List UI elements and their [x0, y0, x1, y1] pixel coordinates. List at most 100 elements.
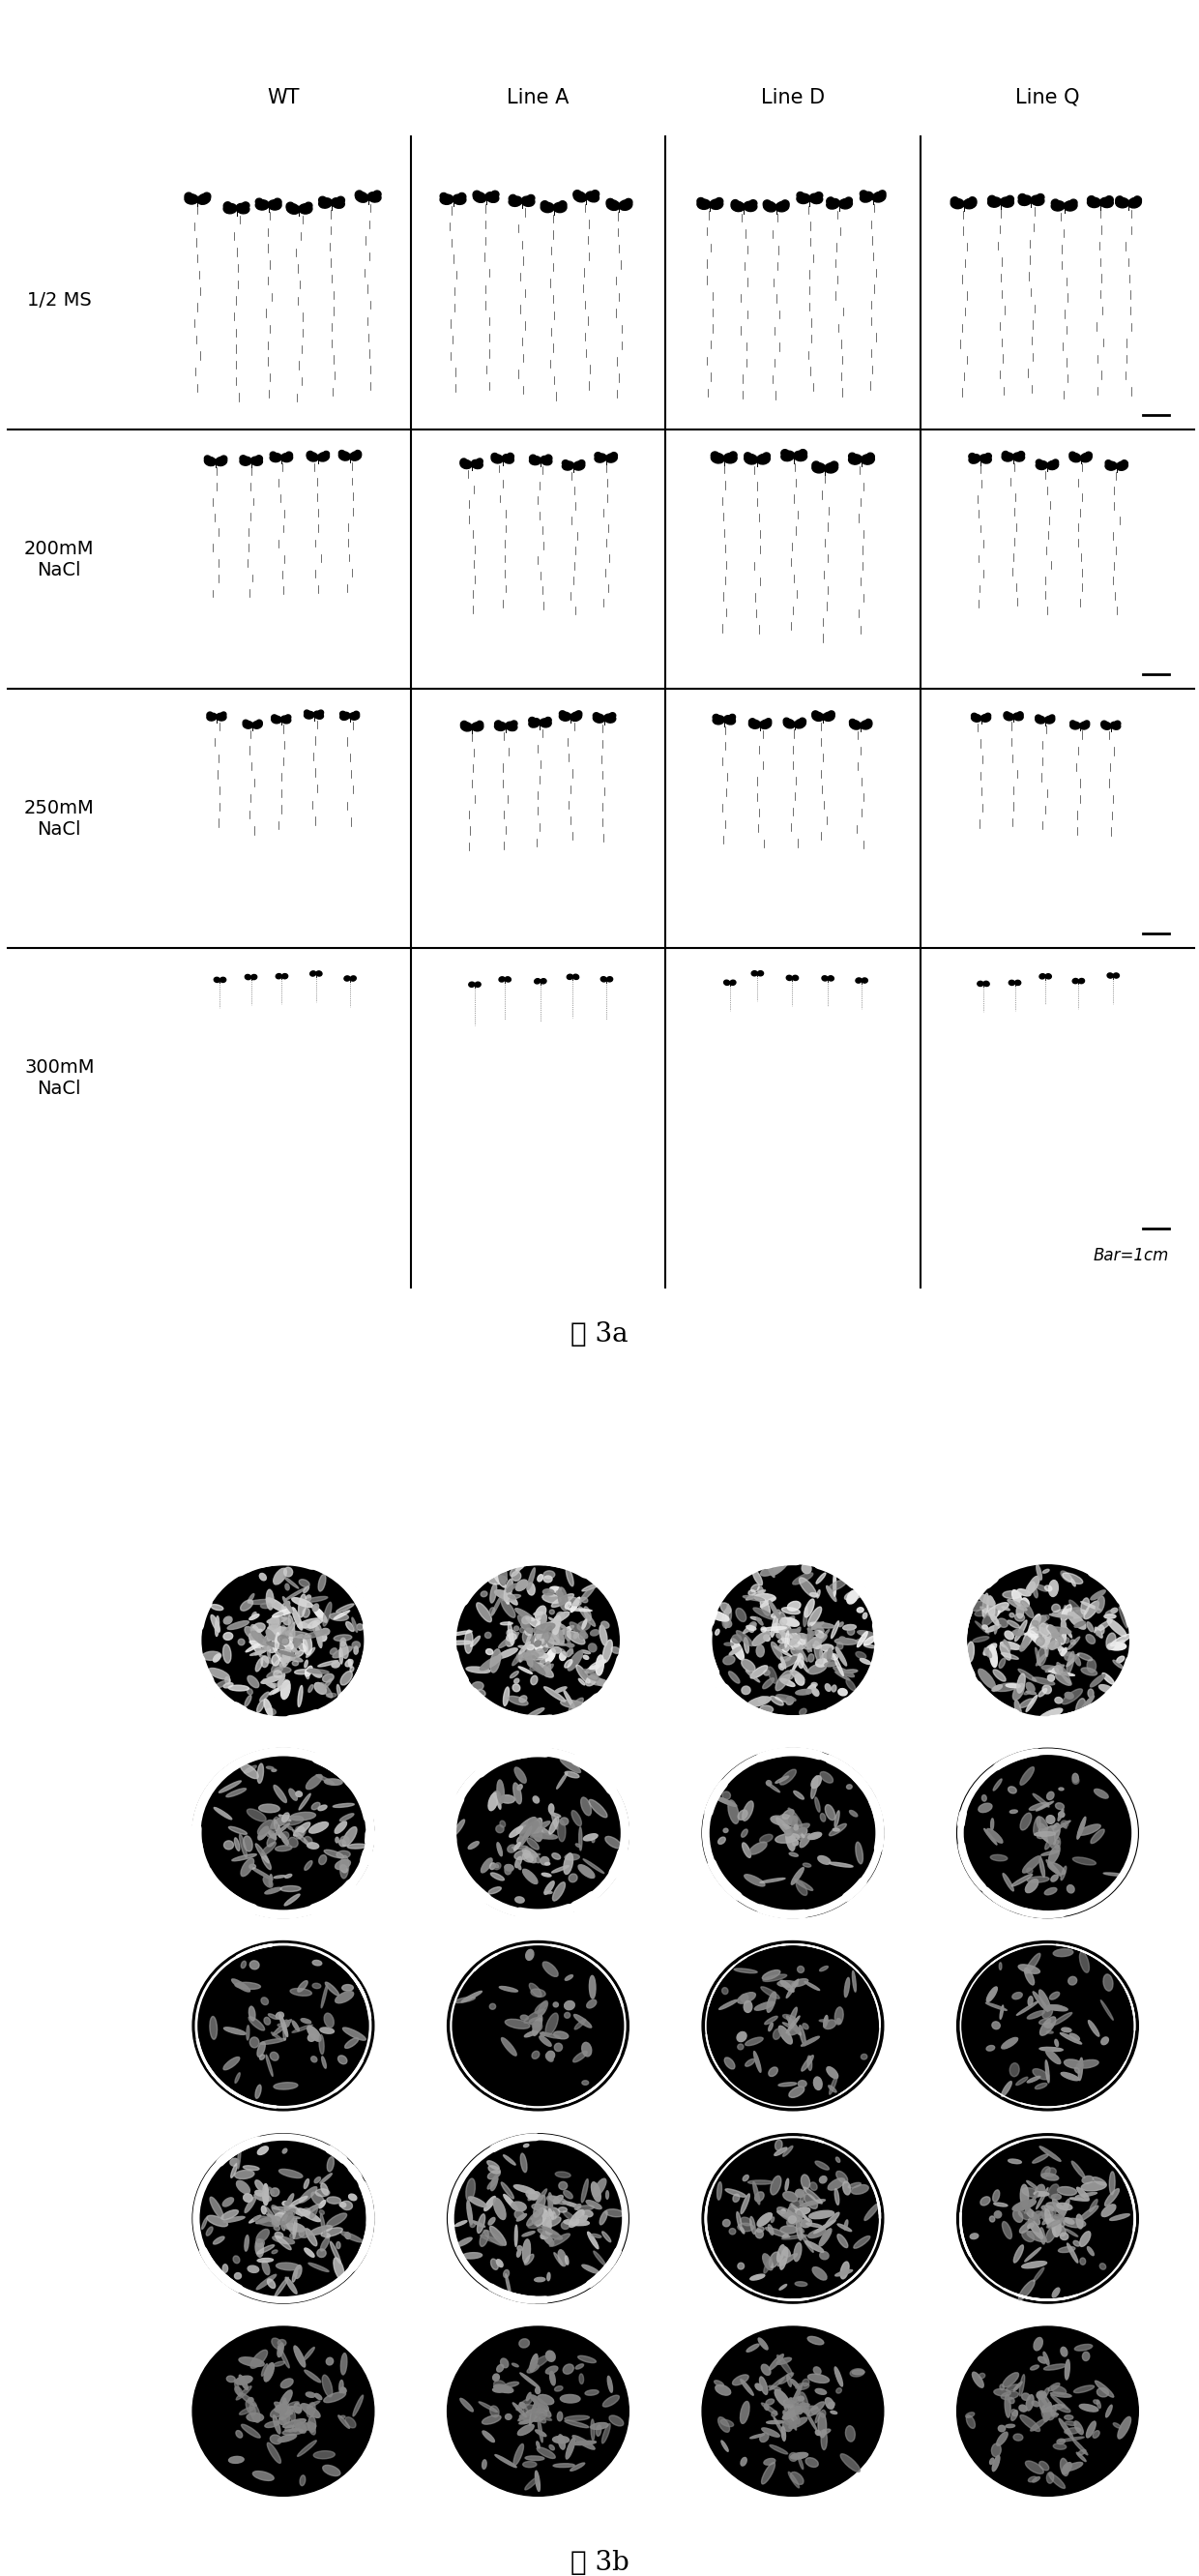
Ellipse shape — [992, 1685, 1002, 1690]
Ellipse shape — [312, 2192, 325, 2205]
Ellipse shape — [806, 2223, 823, 2228]
Ellipse shape — [764, 201, 771, 206]
Ellipse shape — [276, 2215, 282, 2221]
Ellipse shape — [800, 1834, 811, 1847]
Ellipse shape — [809, 1623, 835, 1628]
Ellipse shape — [1042, 1667, 1059, 1672]
Ellipse shape — [1025, 2213, 1044, 2223]
Ellipse shape — [1072, 2161, 1085, 2177]
Ellipse shape — [341, 1638, 345, 1646]
Ellipse shape — [1024, 1692, 1030, 1695]
Ellipse shape — [499, 1986, 518, 1991]
Ellipse shape — [476, 459, 483, 464]
Ellipse shape — [594, 2251, 605, 2264]
Ellipse shape — [856, 979, 862, 984]
Ellipse shape — [993, 1669, 1006, 1682]
Ellipse shape — [1042, 1636, 1054, 1646]
Ellipse shape — [571, 2463, 585, 2470]
Ellipse shape — [1107, 974, 1113, 979]
Ellipse shape — [373, 191, 381, 198]
Ellipse shape — [504, 2269, 510, 2277]
Ellipse shape — [713, 716, 724, 724]
Ellipse shape — [206, 2226, 212, 2236]
Ellipse shape — [1096, 1631, 1101, 1636]
Ellipse shape — [255, 1844, 269, 1862]
Ellipse shape — [306, 1667, 313, 1677]
Ellipse shape — [826, 2066, 838, 2079]
Ellipse shape — [512, 1571, 522, 1582]
Ellipse shape — [1080, 1602, 1101, 1610]
Ellipse shape — [235, 2272, 241, 2280]
Ellipse shape — [279, 1641, 285, 1649]
Ellipse shape — [795, 1878, 813, 1891]
Ellipse shape — [339, 451, 350, 461]
Ellipse shape — [507, 1631, 517, 1638]
Ellipse shape — [285, 714, 291, 721]
Ellipse shape — [589, 1669, 597, 1674]
Ellipse shape — [520, 2154, 526, 2172]
Ellipse shape — [610, 453, 617, 459]
Ellipse shape — [797, 193, 811, 204]
Ellipse shape — [787, 2375, 791, 2388]
Ellipse shape — [748, 2179, 773, 2184]
Ellipse shape — [771, 1641, 783, 1659]
Ellipse shape — [1064, 1605, 1066, 1613]
Ellipse shape — [1020, 2184, 1029, 2208]
Ellipse shape — [1038, 1687, 1047, 1698]
Ellipse shape — [530, 2396, 548, 2409]
Ellipse shape — [1029, 2218, 1043, 2239]
Ellipse shape — [254, 1643, 267, 1649]
Ellipse shape — [251, 2349, 267, 2367]
Ellipse shape — [499, 976, 505, 981]
Ellipse shape — [999, 1963, 1001, 1971]
Ellipse shape — [1079, 1953, 1089, 1973]
Ellipse shape — [805, 1981, 820, 1991]
Ellipse shape — [330, 1649, 337, 1654]
Ellipse shape — [829, 2087, 837, 2092]
Ellipse shape — [305, 204, 312, 209]
Ellipse shape — [514, 1842, 520, 1850]
Ellipse shape — [312, 1605, 327, 1623]
Ellipse shape — [278, 1674, 285, 1687]
Ellipse shape — [1064, 2218, 1074, 2223]
Ellipse shape — [580, 1798, 591, 1816]
Ellipse shape — [282, 1832, 289, 1839]
Ellipse shape — [350, 451, 361, 461]
Ellipse shape — [355, 191, 363, 198]
Ellipse shape — [573, 2050, 588, 2063]
Ellipse shape — [826, 198, 835, 204]
Ellipse shape — [1061, 1605, 1072, 1620]
Ellipse shape — [787, 1638, 803, 1649]
Ellipse shape — [773, 2030, 781, 2040]
Ellipse shape — [266, 1625, 281, 1643]
Ellipse shape — [549, 2372, 555, 2385]
Ellipse shape — [697, 198, 711, 209]
Ellipse shape — [249, 1615, 259, 1620]
Ellipse shape — [574, 2020, 585, 2030]
Ellipse shape — [574, 2014, 591, 2027]
Ellipse shape — [213, 976, 219, 981]
Ellipse shape — [594, 2179, 607, 2197]
Ellipse shape — [799, 2455, 803, 2470]
Ellipse shape — [846, 1680, 855, 1690]
Ellipse shape — [988, 198, 1001, 206]
Ellipse shape — [301, 2205, 320, 2215]
Ellipse shape — [1040, 2393, 1052, 2409]
Ellipse shape — [1086, 1623, 1093, 1631]
Ellipse shape — [833, 1829, 839, 1832]
Ellipse shape — [223, 2197, 234, 2208]
Ellipse shape — [782, 1824, 805, 1837]
Ellipse shape — [528, 1708, 544, 1718]
Ellipse shape — [270, 451, 277, 459]
Ellipse shape — [541, 456, 552, 466]
Ellipse shape — [314, 2177, 320, 2182]
Ellipse shape — [831, 1620, 839, 1638]
Ellipse shape — [781, 2246, 790, 2257]
Ellipse shape — [793, 1574, 813, 1584]
Ellipse shape — [585, 2391, 598, 2396]
Ellipse shape — [271, 1682, 277, 1687]
Ellipse shape — [477, 721, 483, 726]
Ellipse shape — [553, 1628, 561, 1636]
Ellipse shape — [234, 2380, 240, 2396]
Ellipse shape — [519, 1826, 526, 1834]
